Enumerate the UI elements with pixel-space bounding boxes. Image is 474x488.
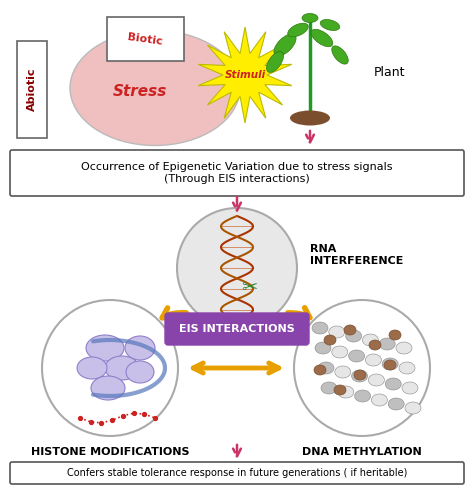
FancyBboxPatch shape [10,150,464,196]
Polygon shape [198,27,292,123]
Circle shape [177,208,297,328]
Ellipse shape [315,342,331,354]
Ellipse shape [321,382,337,394]
Ellipse shape [352,370,368,382]
Ellipse shape [86,335,124,361]
Circle shape [42,300,178,436]
Ellipse shape [368,374,384,386]
Ellipse shape [338,386,354,398]
Ellipse shape [91,376,125,400]
Ellipse shape [334,385,346,395]
Ellipse shape [388,398,404,410]
Ellipse shape [320,20,340,30]
Ellipse shape [274,34,296,56]
Ellipse shape [365,354,382,366]
Ellipse shape [290,110,330,125]
Ellipse shape [105,356,139,380]
FancyBboxPatch shape [17,41,47,138]
Text: HISTONE MODIFICATIONS: HISTONE MODIFICATIONS [31,447,189,457]
Ellipse shape [302,14,318,22]
Ellipse shape [384,360,396,370]
FancyBboxPatch shape [107,17,184,61]
Ellipse shape [332,46,348,64]
Text: Plant: Plant [374,65,406,79]
Ellipse shape [126,361,154,383]
Ellipse shape [385,378,401,390]
Text: Confers stable tolerance response in future generations ( if heritable): Confers stable tolerance response in fut… [67,468,407,478]
Ellipse shape [311,29,333,47]
Ellipse shape [363,334,378,346]
Text: Occurrence of Epigenetic Variation due to stress signals
(Through EIS interactio: Occurrence of Epigenetic Variation due t… [81,162,393,184]
Ellipse shape [355,390,371,402]
Ellipse shape [318,362,334,374]
Ellipse shape [369,340,381,350]
Ellipse shape [77,357,107,379]
Ellipse shape [266,52,283,72]
Ellipse shape [312,322,328,334]
Text: DNA METHYLATION: DNA METHYLATION [302,447,422,457]
Ellipse shape [70,30,240,145]
Ellipse shape [329,326,345,338]
Ellipse shape [348,350,365,362]
Ellipse shape [389,330,401,340]
Ellipse shape [402,382,418,394]
Text: ✂: ✂ [241,279,257,298]
Ellipse shape [399,362,415,374]
Circle shape [294,300,430,436]
Ellipse shape [314,365,326,375]
Ellipse shape [332,346,348,358]
Text: RNA
INTERFERENCE: RNA INTERFERENCE [310,244,403,266]
Text: Abiotic: Abiotic [27,67,37,111]
Ellipse shape [405,402,421,414]
Ellipse shape [354,370,366,380]
FancyBboxPatch shape [165,313,309,345]
Ellipse shape [346,330,362,342]
FancyBboxPatch shape [10,462,464,484]
Ellipse shape [288,23,308,37]
Text: EIS INTERACTIONS: EIS INTERACTIONS [179,324,295,334]
Ellipse shape [372,394,387,406]
Ellipse shape [379,338,395,350]
Ellipse shape [396,342,412,354]
Ellipse shape [344,325,356,335]
Text: Stress: Stress [113,84,167,100]
Ellipse shape [324,335,336,345]
Text: Biotic: Biotic [127,32,163,46]
Ellipse shape [382,358,398,370]
Text: Stimuli: Stimuli [224,70,265,80]
Ellipse shape [335,366,351,378]
Ellipse shape [125,336,155,360]
